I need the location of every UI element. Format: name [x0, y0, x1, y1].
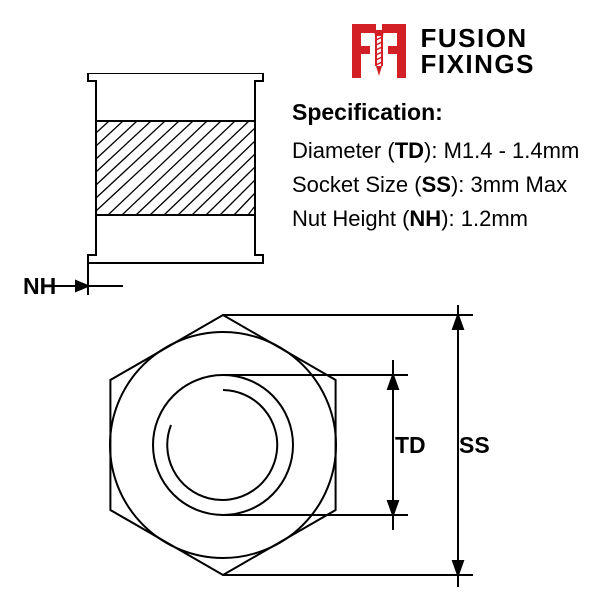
spec-label: Nut Height: [292, 206, 396, 231]
spec-label: Diameter: [292, 138, 381, 163]
spec-value: M1.4 - 1.4mm: [444, 138, 580, 163]
logo-text-line1: FUSION: [420, 25, 535, 51]
fusion-fixings-icon: [346, 18, 412, 84]
brand-logo: FUSION FIXINGS: [346, 18, 535, 84]
dimension-label-ss: SS: [459, 432, 490, 459]
spec-abbr: TD: [395, 138, 424, 163]
spec-value: 1.2mm: [461, 206, 528, 231]
nut-side-view: [48, 73, 283, 298]
spec-title: Specification:: [292, 95, 579, 131]
dimension-label-td: TD: [395, 432, 426, 459]
spec-row-diameter: Diameter (TD): M1.4 - 1.4mm: [292, 134, 579, 168]
spec-abbr: NH: [409, 206, 441, 231]
spec-row-socket-size: Socket Size (SS): 3mm Max: [292, 168, 579, 202]
spec-row-nut-height: Nut Height (NH): 1.2mm: [292, 202, 579, 236]
logo-text-line2: FIXINGS: [420, 51, 535, 77]
spec-value: 3mm Max: [471, 172, 568, 197]
spec-label: Socket Size: [292, 172, 408, 197]
specification-block: Specification: Diameter (TD): M1.4 - 1.4…: [292, 95, 579, 236]
spec-abbr: SS: [422, 172, 451, 197]
dimension-label-nh: NH: [23, 273, 56, 300]
